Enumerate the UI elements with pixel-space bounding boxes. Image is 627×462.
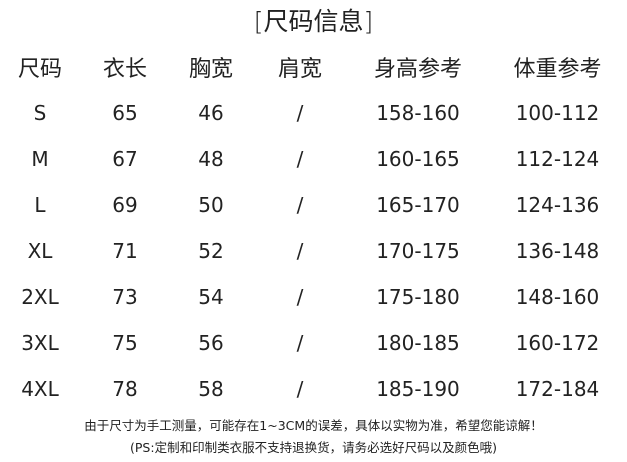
column-header: 体重参考 [513, 57, 602, 82]
table-cell: 69 [112, 193, 138, 217]
table-cell: 100-112 [515, 101, 600, 125]
table-cell: / [296, 239, 304, 263]
table-cell: S [33, 101, 47, 125]
table-cell: 71 [112, 239, 138, 263]
table-cell: L [34, 193, 46, 217]
table-row: XL 71 52 / 170-175 136-148 [0, 228, 627, 274]
column-header: 胸宽 [188, 57, 233, 82]
table-cell: 78 [112, 377, 138, 401]
table-cell: 175-180 [376, 285, 460, 309]
table-cell: 160-165 [376, 147, 460, 171]
table-row: M 67 48 / 160-165 112-124 [0, 136, 627, 182]
table-row: 2XL 73 54 / 175-180 148-160 [0, 274, 627, 320]
table-cell: 54 [198, 285, 224, 309]
page-title: [尺码信息] [253, 7, 374, 36]
table-cell: / [296, 331, 304, 355]
table-cell: 4XL [21, 377, 59, 401]
table-cell: 124-136 [515, 193, 600, 217]
table-cell: / [296, 285, 304, 309]
table-cell: XL [27, 239, 53, 263]
table-cell: 46 [198, 101, 224, 125]
table-cell: / [296, 193, 304, 217]
table-cell: / [296, 147, 304, 171]
table-row: L 69 50 / 165-170 124-136 [0, 182, 627, 228]
table-cell: 67 [112, 147, 138, 171]
table-cell: 170-175 [376, 239, 460, 263]
table-cell: 136-148 [515, 239, 600, 263]
table-cell: 180-185 [376, 331, 460, 355]
table-cell: 112-124 [515, 147, 600, 171]
table-row: 3XL 75 56 / 180-185 160-172 [0, 320, 627, 366]
table-row: 4XL 78 58 / 185-190 172-184 [0, 366, 627, 412]
table-cell: / [296, 101, 304, 125]
note-measurement: 由于尺寸为手工测量，可能存在1~3CM的误差，具体以实物为准，希望您能谅解！ [84, 418, 543, 433]
table-cell: 2XL [21, 285, 59, 309]
table-cell: 50 [198, 193, 224, 217]
table-cell: 185-190 [376, 377, 460, 401]
table-cell: 158-160 [376, 101, 460, 125]
table-cell: 52 [198, 239, 224, 263]
table-cell: 65 [112, 101, 138, 125]
table-cell: 148-160 [515, 285, 600, 309]
table-cell: 73 [112, 285, 138, 309]
column-header: 尺码 [17, 57, 62, 82]
column-header: 身高参考 [373, 57, 462, 82]
table-cell: 48 [198, 147, 224, 171]
table-cell: 165-170 [376, 193, 460, 217]
table-cell: 160-172 [515, 331, 600, 355]
table-row: S 65 46 / 158-160 100-112 [0, 90, 627, 136]
column-header: 衣长 [102, 57, 147, 82]
table-cell: / [296, 377, 304, 401]
note-return-policy: (PS:定制和印制类衣服不支持退换货，请务必选好尺码以及颜色哦) [130, 440, 497, 455]
column-header: 肩宽 [277, 57, 322, 82]
table-cell: 3XL [21, 331, 59, 355]
size-table: 尺码 衣长 胸宽 肩宽 身高参考 体重参考 S 65 46 / 158-160 100-112 M 67… [0, 44, 627, 412]
table-cell: 172-184 [515, 377, 600, 401]
table-cell: 56 [198, 331, 224, 355]
header-row: 尺码 衣长 胸宽 肩宽 身高参考 体重参考 [0, 44, 627, 90]
table-cell: 75 [112, 331, 138, 355]
table-cell: M [31, 147, 49, 171]
table-cell: 58 [198, 377, 224, 401]
